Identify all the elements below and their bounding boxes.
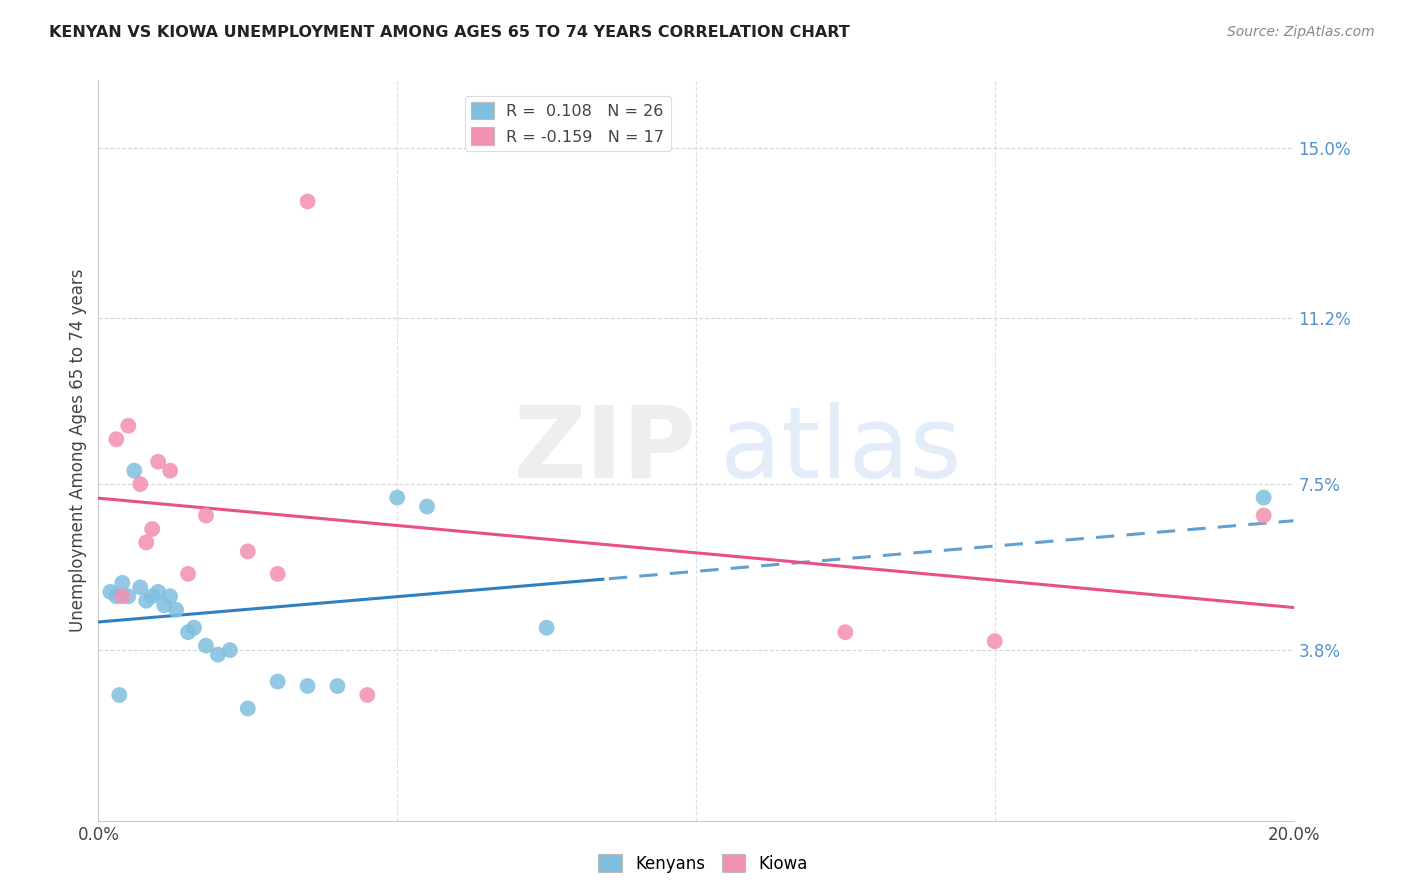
Point <box>141 589 163 603</box>
Point <box>834 625 856 640</box>
Point <box>148 584 170 599</box>
Point <box>148 455 170 469</box>
Point <box>124 464 146 478</box>
Point <box>236 701 259 715</box>
Point <box>117 418 139 433</box>
Point <box>98 584 122 599</box>
Point <box>267 674 290 689</box>
Point <box>177 566 200 581</box>
Point <box>297 679 319 693</box>
Text: Source: ZipAtlas.com: Source: ZipAtlas.com <box>1227 25 1375 39</box>
Point <box>297 194 319 209</box>
Point <box>177 625 200 640</box>
Legend: R =  0.108   N = 26, R = -0.159   N = 17: R = 0.108 N = 26, R = -0.159 N = 17 <box>465 95 671 152</box>
Point <box>326 679 349 693</box>
Point <box>1253 491 1275 505</box>
Point <box>141 522 163 536</box>
Point <box>207 648 229 662</box>
Point <box>219 643 242 657</box>
Point <box>129 477 152 491</box>
Point <box>105 589 128 603</box>
Point <box>135 594 157 608</box>
Point <box>1253 508 1275 523</box>
Point <box>536 621 558 635</box>
Point <box>105 432 128 446</box>
Point <box>159 464 181 478</box>
Point <box>984 634 1007 648</box>
Y-axis label: Unemployment Among Ages 65 to 74 years: Unemployment Among Ages 65 to 74 years <box>69 268 87 632</box>
Point <box>236 544 259 558</box>
Legend: Kenyans, Kiowa: Kenyans, Kiowa <box>592 847 814 880</box>
Point <box>165 603 187 617</box>
Point <box>416 500 439 514</box>
Text: ZIP: ZIP <box>513 402 696 499</box>
Point <box>183 621 205 635</box>
Point <box>111 589 134 603</box>
Point <box>153 599 176 613</box>
Point <box>267 566 290 581</box>
Point <box>195 639 218 653</box>
Point <box>108 688 131 702</box>
Text: atlas: atlas <box>720 402 962 499</box>
Point <box>117 589 139 603</box>
Point <box>159 589 181 603</box>
Point <box>135 535 157 549</box>
Point <box>356 688 378 702</box>
Point <box>195 508 218 523</box>
Point <box>129 580 152 594</box>
Text: KENYAN VS KIOWA UNEMPLOYMENT AMONG AGES 65 TO 74 YEARS CORRELATION CHART: KENYAN VS KIOWA UNEMPLOYMENT AMONG AGES … <box>49 25 851 40</box>
Point <box>111 575 134 590</box>
Point <box>385 491 409 505</box>
